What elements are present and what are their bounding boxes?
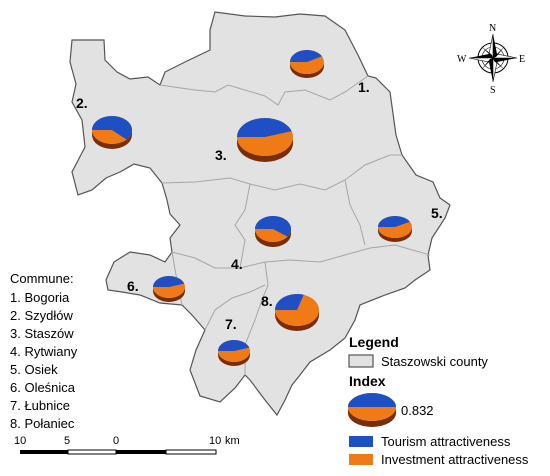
pie-commune-2 (92, 116, 132, 149)
pie-commune-7-tourism-slice (218, 339, 250, 351)
commune-list-item: 4. Rytwiany (10, 344, 78, 359)
compass-e: E (519, 54, 525, 65)
legend: Legend Staszowski county Index 0.832 Tou… (348, 334, 529, 467)
legend-index-pie (348, 393, 396, 427)
commune-label-6: 6. (127, 278, 139, 294)
pie-commune-5-side (378, 227, 412, 242)
scale-segment (20, 450, 68, 454)
pie-commune-1 (290, 50, 324, 78)
scale-segment (165, 449, 217, 455)
commune-label-3: 3. (215, 147, 227, 163)
pie-commune-6-side (153, 287, 185, 302)
county-outline (69, 11, 451, 417)
commune-label-5: 5. (431, 205, 443, 221)
scale-bar: 10 5 0 10 km (14, 435, 240, 455)
scale-tick-label: 5 (64, 435, 70, 447)
pie-commune-1-side (290, 62, 324, 78)
commune-label-8: 8. (261, 293, 273, 309)
commune-list-item: 8. Połaniec (10, 416, 75, 431)
pie-commune-1-tourism-slice (290, 50, 322, 62)
legend-investment-label: Investment attractiveness (381, 452, 529, 467)
pie-commune-5-tourism-slice (378, 216, 410, 227)
pie-commune-8-tourism-slice (275, 294, 304, 310)
pie-commune-4 (255, 216, 291, 247)
legend-pie-side (348, 407, 396, 427)
pie-commune-2-tourism-slice (92, 116, 132, 140)
pie-commune-3-side (237, 137, 293, 162)
commune-list-item: 5. Osiek (10, 362, 58, 377)
legend-title: Legend (349, 334, 399, 350)
commune-list: Commune: 1. Bogoria 2. Szydłów 3. Staszó… (10, 271, 78, 431)
legend-pie (348, 393, 396, 427)
scale-segment (67, 449, 117, 455)
commune-labels: 1. 2. 3. 4. 5. 6. 7. 8. (76, 79, 443, 332)
compass-n: N (489, 23, 496, 34)
pie-commune-3-tourism-slice (237, 118, 292, 137)
commune-label-2: 2. (76, 95, 88, 111)
commune-list-item: 7. Łubnice (10, 398, 70, 413)
pie-commune-3 (237, 118, 293, 162)
legend-investment-swatch (349, 454, 373, 465)
compass-rose: N S E W (457, 23, 525, 96)
legend-index-value: 0.832 (401, 403, 434, 418)
pie-chart-layer (92, 50, 412, 366)
pie-commune-8-side (275, 310, 319, 331)
commune-label-4: 4. (231, 256, 243, 272)
legend-county-swatch (348, 354, 374, 368)
commune-list-item: 6. Oleśnica (10, 380, 76, 395)
commune-label-7: 7. (225, 316, 237, 332)
scale-tick-label: 10 (209, 435, 221, 447)
commune-list-item: 3. Staszów (10, 326, 74, 341)
legend-pie-tourism-slice (348, 393, 396, 407)
pie-commune-6 (153, 275, 185, 302)
pie-commune-7 (218, 339, 250, 366)
scale-unit: km (225, 435, 240, 447)
pie-commune-4-side (255, 229, 291, 247)
legend-tourism-label: Tourism attractiveness (381, 434, 511, 449)
compass-s: S (490, 85, 496, 96)
legend-tourism-swatch (349, 436, 373, 447)
scale-tick-label: 10 (14, 435, 26, 447)
scale-segment (116, 450, 166, 454)
compass-w: W (457, 54, 467, 65)
scale-tick-label: 0 (113, 435, 119, 447)
pie-commune-4-tourism-slice (255, 216, 291, 237)
pie-commune-7-side (218, 351, 250, 366)
commune-label-1: 1. (358, 79, 370, 95)
commune-list-item: 1. Bogoria (10, 290, 70, 305)
legend-county-label: Staszowski county (381, 354, 488, 369)
legend-index-title: Index (349, 373, 386, 389)
commune-list-item: 2. Szydłów (10, 308, 73, 323)
pie-commune-6-tourism-slice (153, 275, 185, 287)
pie-commune-8 (275, 294, 319, 331)
pie-commune-2-side (92, 130, 132, 149)
commune-list-header: Commune: (10, 271, 74, 286)
pie-commune-5 (378, 216, 412, 242)
